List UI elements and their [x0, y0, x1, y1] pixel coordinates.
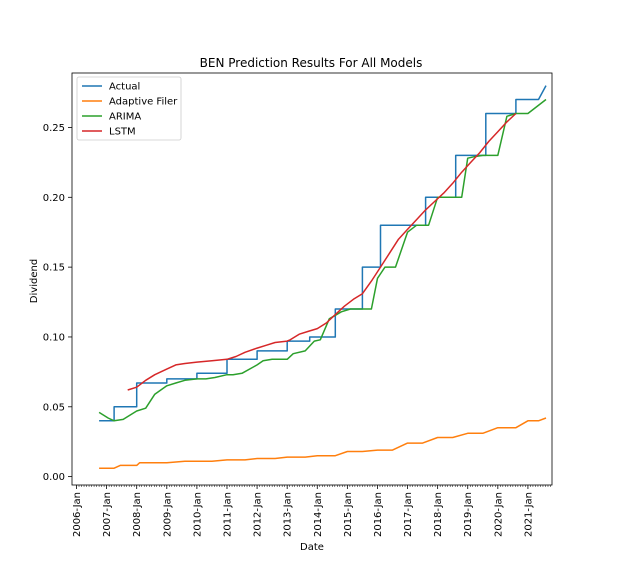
series-line-arima — [98, 98, 547, 422]
x-tick-label: 2015-Jan — [343, 492, 354, 537]
x-tick-label: 2011-Jan — [222, 492, 233, 537]
legend: Actual Adaptive Filer ARIMA LSTM — [76, 76, 182, 141]
legend-label: LSTM — [109, 127, 136, 138]
x-tick-label: 2007-Jan — [102, 492, 113, 537]
y-axis: 0.00 0.05 0.10 0.15 0.20 0.25 — [43, 123, 72, 483]
x-tick-label: 2014-Jan — [313, 492, 324, 537]
x-tick-label: 2018-Jan — [433, 492, 444, 537]
series-line-actual — [99, 85, 547, 422]
x-tick-label: 2013-Jan — [283, 492, 294, 537]
x-tick-label: 2008-Jan — [132, 492, 143, 537]
series-line-lstm — [127, 112, 517, 391]
x-tick-label: 2010-Jan — [192, 492, 203, 537]
y-tick-label: 0.25 — [43, 123, 65, 134]
y-tick-label: 0.20 — [43, 193, 65, 204]
x-tick-label: 2016-Jan — [373, 492, 384, 537]
x-tick-label: 2020-Jan — [493, 492, 504, 537]
y-tick-label: 0.05 — [43, 402, 65, 413]
legend-box — [76, 76, 182, 141]
x-axis: 2006-Jan 2007-Jan 2008-Jan 2009-Jan 2010-Jan… — [72, 485, 551, 537]
legend-label: ARIMA — [109, 112, 141, 123]
y-axis-label: Dividend — [29, 259, 40, 303]
y-tick-label: 0.10 — [43, 332, 65, 343]
y-tick-label: 0.15 — [43, 263, 65, 274]
x-tick-label: 2021-Jan — [523, 492, 534, 537]
x-axis-label: Date — [300, 542, 324, 553]
series-line-adaptive-filer — [99, 417, 547, 469]
y-tick-label: 0.00 — [43, 472, 65, 483]
plot-frame — [71, 72, 553, 486]
legend-label: Adaptive Filer — [109, 97, 178, 108]
x-tick-label: 2012-Jan — [253, 492, 264, 537]
legend-label: Actual — [109, 82, 140, 93]
plot-area — [98, 85, 547, 469]
x-tick-label: 2017-Jan — [403, 492, 414, 537]
x-tick-label: 2006-Jan — [72, 492, 83, 537]
chart-title: BEN Prediction Results For All Models — [200, 56, 423, 70]
x-tick-label: 2009-Jan — [162, 492, 173, 537]
x-tick-label: 2019-Jan — [463, 492, 474, 537]
